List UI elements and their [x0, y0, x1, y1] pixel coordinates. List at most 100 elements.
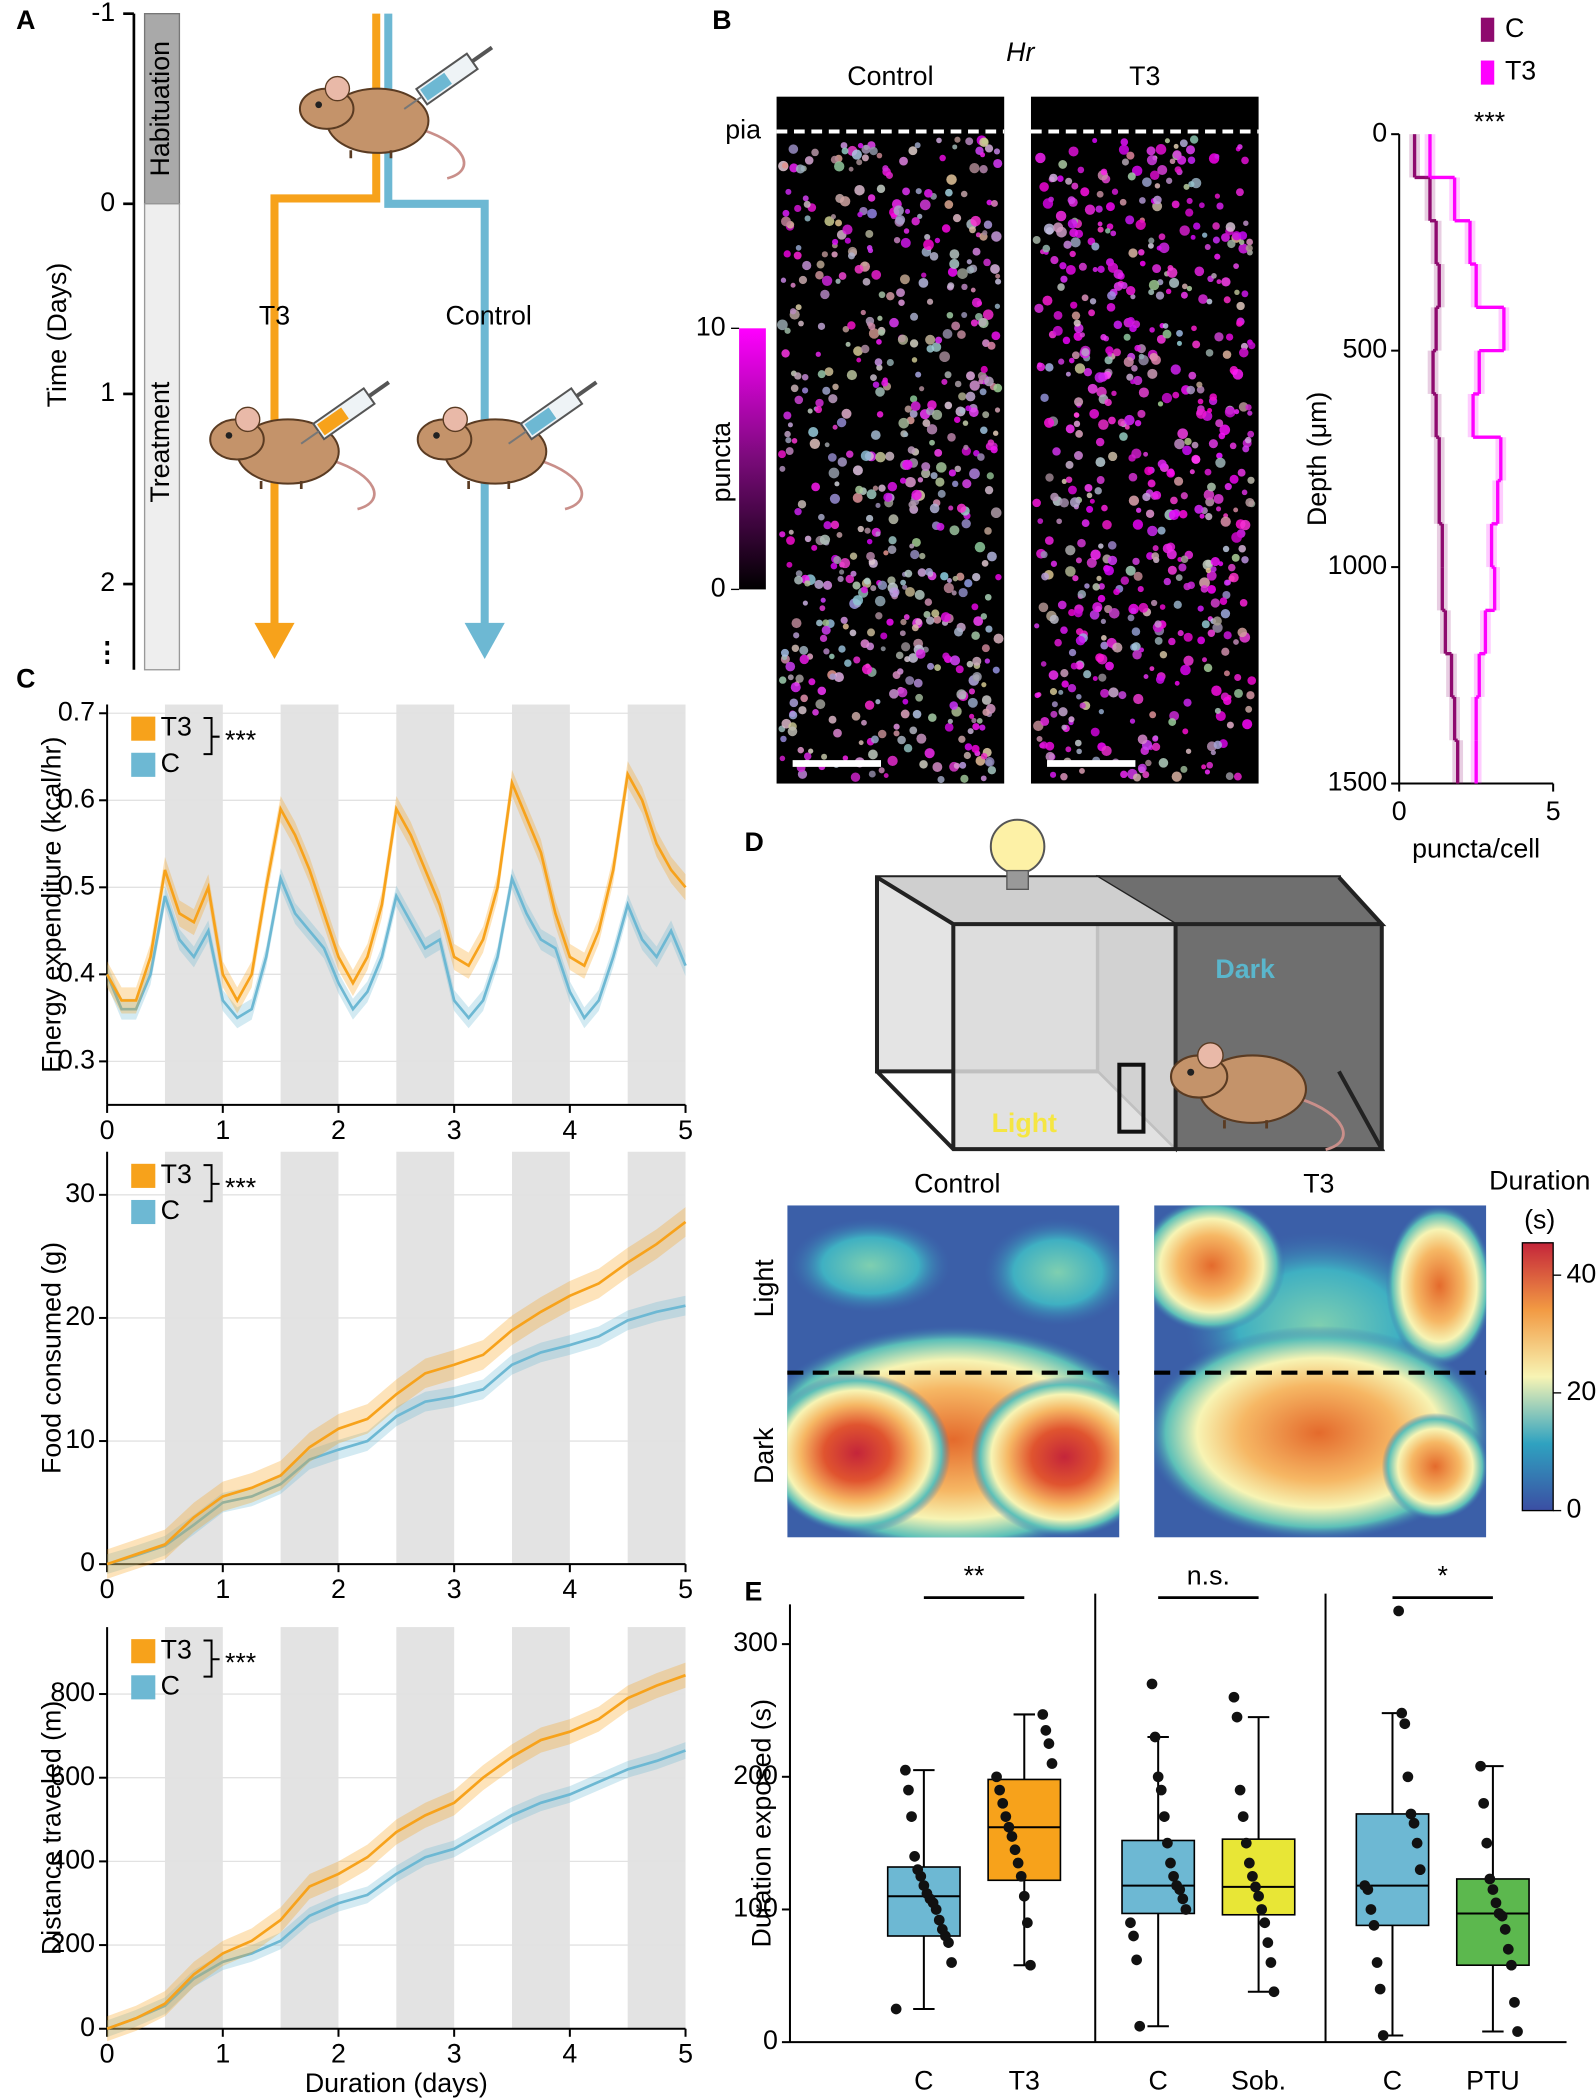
cell — [1131, 448, 1142, 459]
cell — [923, 610, 931, 619]
data-point — [1499, 1924, 1511, 1935]
cell — [911, 624, 919, 632]
cell — [948, 469, 956, 477]
cell — [864, 527, 871, 534]
cell — [1104, 398, 1112, 407]
cell — [1233, 639, 1239, 645]
cell — [839, 196, 851, 207]
cell — [867, 628, 875, 637]
cell — [832, 383, 839, 391]
cell — [856, 159, 863, 166]
cell — [779, 755, 786, 762]
cell — [1148, 279, 1160, 291]
cell — [1079, 767, 1085, 774]
cell — [911, 357, 918, 363]
x-tick-label: 4 — [562, 1115, 577, 1145]
cell — [926, 345, 935, 353]
cell — [888, 514, 899, 525]
cell — [804, 215, 811, 222]
cell — [1152, 490, 1162, 500]
cell — [1191, 455, 1201, 464]
cell — [836, 532, 843, 538]
cell — [1113, 348, 1121, 357]
cell — [1070, 237, 1081, 248]
data-point — [909, 1851, 920, 1862]
cell — [795, 674, 804, 683]
cell — [1084, 583, 1090, 589]
data-point — [946, 1957, 957, 1968]
cell — [904, 569, 913, 578]
x-tick-label: 5 — [678, 2039, 693, 2069]
cell — [860, 309, 866, 316]
cell — [1219, 424, 1231, 436]
cell — [1097, 226, 1104, 233]
cell — [819, 634, 828, 643]
cell — [962, 420, 969, 426]
tick-label: 1 — [100, 377, 115, 407]
cell — [1078, 262, 1087, 271]
cell — [987, 551, 997, 562]
cell — [1065, 476, 1073, 483]
x-axis-title: puncta/cell — [1412, 834, 1540, 864]
data-point — [1131, 1954, 1142, 1966]
heatmap — [1154, 1205, 1487, 1538]
cell — [1045, 741, 1055, 751]
cell — [857, 525, 864, 533]
heat-blob — [1385, 1205, 1487, 1366]
cell — [1207, 407, 1213, 413]
tick-label: -1 — [91, 0, 115, 27]
cell — [927, 400, 937, 410]
cell — [1126, 285, 1136, 296]
data-point — [1268, 1986, 1280, 1998]
y-axis-title: Food consumed (g) — [37, 1242, 67, 1474]
x-tick-label: 0 — [1392, 796, 1407, 826]
cell — [1173, 143, 1179, 149]
x-tick-label: C — [1148, 2065, 1167, 2095]
cell — [1238, 243, 1249, 254]
sem-band — [107, 1662, 686, 2042]
cell — [1086, 492, 1093, 499]
bulb-base — [1006, 869, 1029, 890]
cell — [804, 580, 811, 587]
y-tick-label: 0.5 — [58, 870, 95, 900]
cell — [1235, 188, 1244, 197]
cell — [802, 387, 809, 394]
cell — [978, 318, 989, 329]
cell — [812, 708, 819, 716]
phase-label: Habituation — [145, 41, 175, 176]
cell — [909, 395, 918, 403]
cell — [1075, 635, 1086, 646]
cell — [852, 492, 863, 503]
cell — [867, 247, 874, 254]
cell — [846, 369, 858, 381]
cell — [962, 479, 972, 489]
cell — [815, 699, 826, 710]
cell — [1050, 710, 1058, 718]
data-point — [900, 1764, 911, 1776]
cell — [790, 282, 796, 288]
cell — [1245, 705, 1253, 713]
dark-period — [627, 1151, 686, 1565]
cell — [808, 427, 819, 438]
cell — [815, 351, 821, 357]
cell — [871, 270, 882, 280]
cell — [1247, 476, 1255, 484]
cell — [1083, 670, 1092, 679]
data-point — [1012, 1857, 1024, 1869]
cell — [1139, 260, 1146, 267]
data-point — [1475, 1760, 1486, 1772]
cell — [897, 334, 909, 345]
cell — [971, 717, 977, 724]
cell — [1135, 219, 1146, 230]
cell — [925, 334, 936, 345]
cell — [1169, 277, 1180, 288]
cell — [852, 581, 861, 590]
cell — [1090, 549, 1101, 560]
cell — [1052, 447, 1061, 456]
cell — [820, 597, 826, 603]
cell — [1196, 385, 1205, 394]
cell — [1197, 605, 1204, 612]
cell — [1126, 151, 1135, 160]
cell — [1137, 409, 1146, 418]
cell — [990, 199, 998, 207]
